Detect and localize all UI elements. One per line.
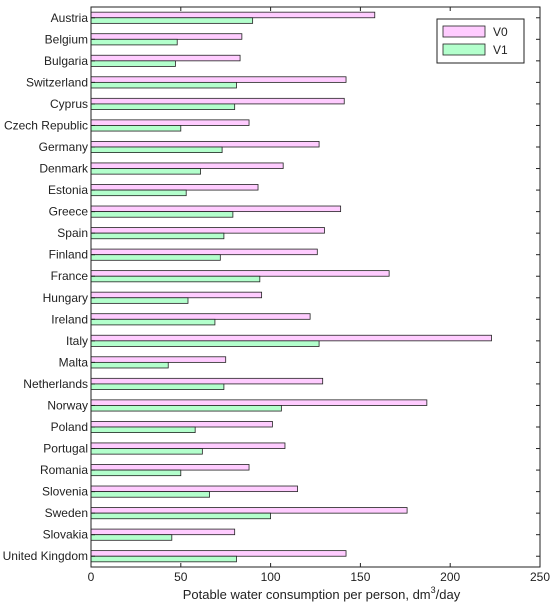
y-tick-label: Cyprus <box>50 97 88 111</box>
bar-v0-romania <box>90 464 250 471</box>
y-tick-label: Sweden <box>45 506 88 520</box>
bar-v0-belgium <box>90 33 243 40</box>
bar-v1-netherlands <box>90 383 225 390</box>
bar-v0-austria <box>90 11 376 19</box>
y-tick-label: Romania <box>40 463 88 477</box>
y-tick-label: Czech Republic <box>4 118 88 132</box>
bar-v0-poland <box>90 420 273 428</box>
y-tick-label: France <box>51 269 89 283</box>
bar-v0-denmark <box>90 162 284 169</box>
bar-v1-france <box>90 275 261 283</box>
legend-swatch-v0 <box>442 25 486 38</box>
bar-v1-portugal <box>90 448 203 455</box>
y-tick-label: Austria <box>51 11 89 25</box>
x-tick-label: 250 <box>530 570 550 584</box>
y-tick-label: Slovakia <box>43 528 89 542</box>
x-axis-title-superscript: 3 <box>431 585 436 595</box>
bar-v0-germany <box>90 140 320 148</box>
bar-v0-slovakia <box>90 528 236 536</box>
y-tick-label: Finland <box>49 248 88 262</box>
bar-v1-slovakia <box>90 534 173 541</box>
bar-v0-switzerland <box>90 76 347 83</box>
bar-v1-ireland <box>90 318 216 326</box>
x-axis-title: Potable water consumption per person, dm… <box>183 585 461 602</box>
bar-v0-malta <box>90 356 227 363</box>
y-tick-label: Bulgaria <box>44 54 88 68</box>
bar-v0-italy <box>90 334 492 342</box>
bar-v1-denmark <box>90 168 201 175</box>
y-tick-label: Switzerland <box>26 75 88 89</box>
bar-v0-bulgaria <box>90 54 241 62</box>
bar-v1-sweden <box>90 512 272 520</box>
y-tick-label: Malta <box>59 355 89 369</box>
bar-v0-greece <box>90 205 342 213</box>
y-tick-label: United Kingdom <box>3 549 88 563</box>
bar-v1-romania <box>90 469 182 477</box>
x-tick-label: 150 <box>350 570 370 584</box>
x-tick-label: 50 <box>174 570 188 584</box>
x-axis-title-main: Potable water consumption per person, dm <box>183 587 431 602</box>
bar-v0-portugal <box>90 442 286 449</box>
bar-v0-spain <box>90 227 325 234</box>
y-tick-label: Italy <box>66 334 88 348</box>
bar-v1-united-kingdom <box>90 555 237 563</box>
y-tick-label: Spain <box>57 226 88 240</box>
y-tick-label: Germany <box>39 140 88 154</box>
bar-v0-ireland <box>90 313 311 320</box>
plot-frame <box>90 6 541 568</box>
bar-v1-czech-republic <box>90 125 182 132</box>
y-tick-label: Portugal <box>43 442 88 456</box>
x-tick-label: 200 <box>440 570 460 584</box>
bar-v1-bulgaria <box>90 60 176 67</box>
legend-label-v1: V1 <box>493 43 508 57</box>
bar-v1-cyprus <box>90 103 236 110</box>
bar-v0-czech-republic <box>90 119 250 126</box>
x-tick-label: 0 <box>88 570 95 584</box>
y-tick-label: Slovenia <box>42 485 88 499</box>
bar-v1-finland <box>90 254 221 261</box>
x-axis-title-suffix: /day <box>436 587 461 602</box>
bar-v0-cyprus <box>90 97 345 105</box>
bar-v0-norway <box>90 399 428 406</box>
bar-v0-france <box>90 270 390 277</box>
legend-swatch-v1 <box>442 43 486 56</box>
bar-v1-greece <box>90 211 234 218</box>
bar-v1-slovenia <box>90 491 210 498</box>
bar-v1-spain <box>90 232 225 240</box>
y-tick-label: Norway <box>47 398 88 412</box>
bar-v1-norway <box>90 405 282 412</box>
bar-v1-austria <box>90 17 254 24</box>
bar-v1-malta <box>90 361 169 369</box>
bar-v0-sweden <box>90 507 408 514</box>
y-tick-label: Hungary <box>43 291 88 305</box>
bar-v1-estonia <box>90 189 187 197</box>
bar-v1-italy <box>90 340 320 347</box>
y-tick-label: Estonia <box>48 183 88 197</box>
y-tick-label: Ireland <box>51 312 88 326</box>
bar-v1-switzerland <box>90 81 237 89</box>
bar-v0-finland <box>90 248 318 256</box>
bar-v1-belgium <box>90 38 178 46</box>
y-tick-label: Denmark <box>39 162 89 176</box>
bar-v1-germany <box>90 146 223 153</box>
y-tick-label: Greece <box>49 205 89 219</box>
bar-v0-united-kingdom <box>90 550 347 557</box>
bar-v1-hungary <box>90 297 189 304</box>
y-tick-label: Netherlands <box>23 377 88 391</box>
bar-v0-hungary <box>90 291 263 299</box>
y-tick-label: Belgium <box>45 32 88 46</box>
ticks-layer: Austria Belgium Bulgaria Switzerland Cyprus C… <box>3 7 550 584</box>
y-tick-label: Poland <box>51 420 88 434</box>
legend-label-v0: V0 <box>493 25 508 39</box>
bar-v0-netherlands <box>90 377 324 385</box>
bar-v0-slovenia <box>90 485 298 493</box>
x-tick-label: 100 <box>261 570 281 584</box>
bar-v1-poland <box>90 426 196 433</box>
bar-v0-estonia <box>90 184 259 191</box>
bars-layer <box>90 11 492 563</box>
